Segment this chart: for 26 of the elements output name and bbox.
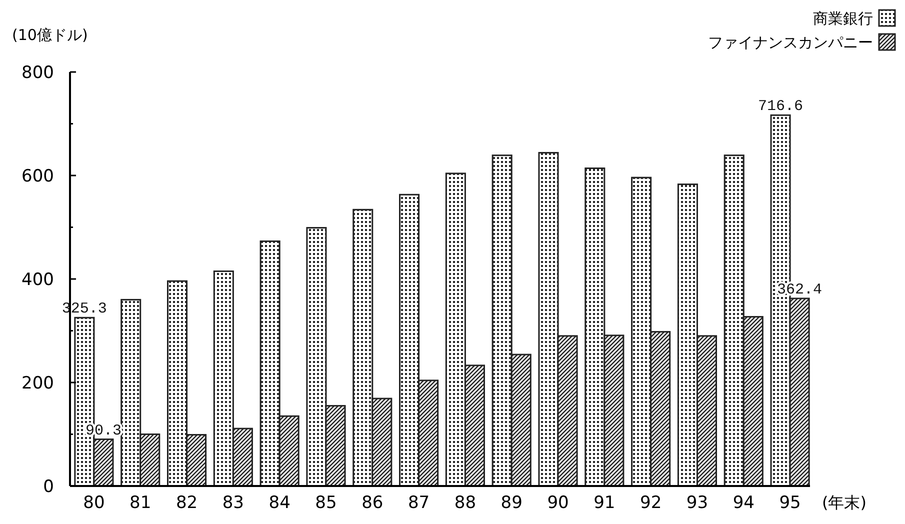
x-tick-label: 94 <box>732 493 754 513</box>
x-tick-label: 82 <box>176 493 198 513</box>
x-tick-label: 80 <box>83 493 105 513</box>
x-tick-label: 88 <box>454 493 476 513</box>
legend-label: 商業銀行 <box>813 9 873 28</box>
x-tick-label: 89 <box>500 493 522 513</box>
x-tick-label: 92 <box>640 493 662 513</box>
x-tick-label: 83 <box>222 493 244 513</box>
x-tick-label: 86 <box>362 493 384 513</box>
x-tick-label: 87 <box>408 493 430 513</box>
x-tick-label: 84 <box>268 493 290 513</box>
y-tick-label: 200 <box>22 373 54 394</box>
x-tick-label: 81 <box>130 493 152 513</box>
y-tick-label: 600 <box>22 166 54 186</box>
data-label: 716.6 <box>758 98 804 116</box>
y-tick-label: 800 <box>22 62 54 83</box>
x-tick-label: 85 <box>315 493 337 513</box>
y-tick-label: 400 <box>22 270 54 290</box>
x-tick-label: 91 <box>594 493 616 513</box>
x-tick-label: 93 <box>686 493 708 513</box>
x-tick-label: 90 <box>547 493 569 513</box>
y-axis-title: (10億ドル) <box>12 26 88 44</box>
x-axis-title: (年末) <box>822 493 866 512</box>
x-tick-label: 95 <box>779 493 801 513</box>
legend-label: ファイナンスカンパニー <box>708 33 873 52</box>
y-tick-label: 0 <box>43 476 54 497</box>
